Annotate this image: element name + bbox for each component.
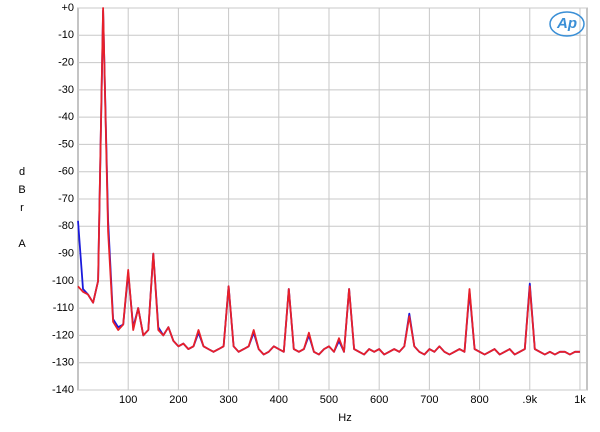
y-tick-label: -30	[58, 84, 74, 96]
x-tick-label: 100	[119, 394, 137, 406]
series-line	[77, 7, 580, 356]
x-tick-label: 600	[370, 394, 388, 406]
y-tick-label: -60	[58, 166, 74, 178]
y-tick-label: -80	[58, 220, 74, 232]
y-tick-label: -120	[52, 329, 74, 341]
y-tick-label: -140	[52, 384, 74, 396]
x-tick-label: 1k	[574, 394, 586, 406]
x-axis-label: Hz	[338, 412, 351, 424]
logo-text: Ap	[556, 15, 577, 32]
y-tick-label: -20	[58, 56, 74, 68]
x-tick-label: 200	[169, 394, 187, 406]
y-tick-label: -90	[58, 247, 74, 259]
x-tick-label: .9k	[522, 394, 537, 406]
x-tick-label: 700	[420, 394, 438, 406]
y-tick-label: -10	[58, 29, 74, 41]
y-tick-label: -40	[58, 111, 74, 123]
y-tick-label: -110	[53, 302, 74, 314]
y-tick-label: -100	[52, 275, 74, 287]
y-tick-label: -130	[52, 357, 74, 369]
y-tick-label: -70	[58, 193, 74, 205]
x-tick-label: 400	[270, 394, 288, 406]
x-tick-label: 800	[470, 394, 488, 406]
y-tick-label: -50	[58, 138, 74, 150]
logo: Ap	[549, 11, 585, 37]
y-tick-label: +0	[61, 2, 74, 14]
x-tick-label: 300	[219, 394, 237, 406]
x-tick-label: 500	[320, 394, 338, 406]
